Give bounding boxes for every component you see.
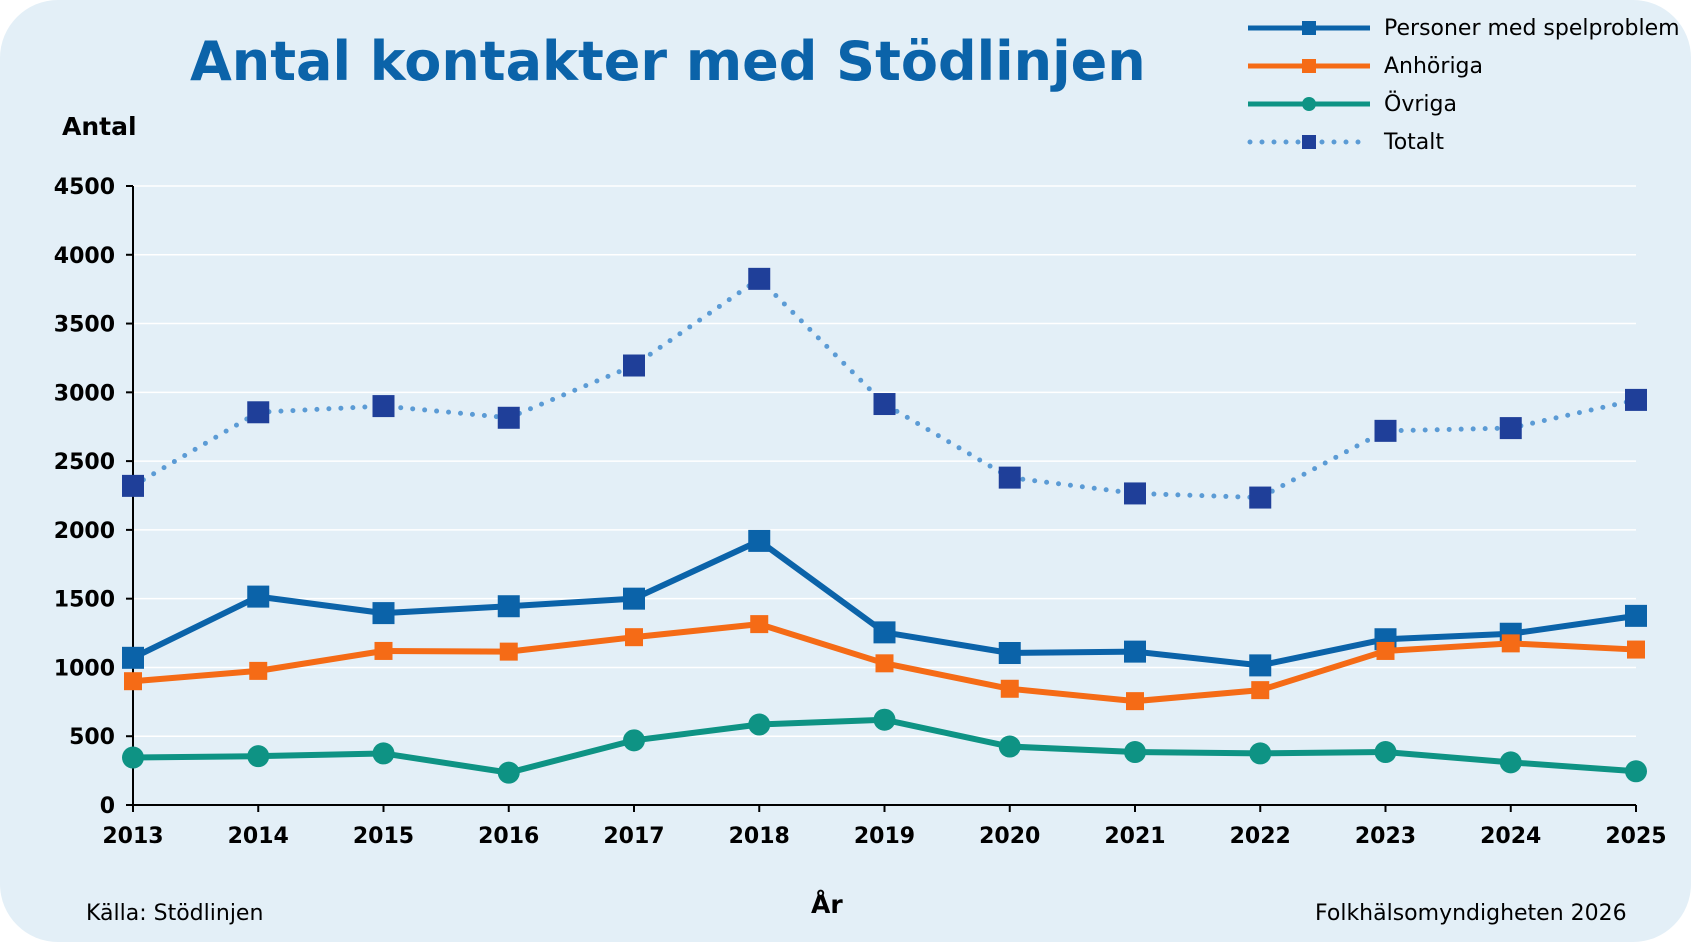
x-tick-label: 2024 [1480,824,1541,849]
data-point [1376,641,1395,660]
y-tick-label: 2500 [54,450,115,475]
y-tick-label: 3500 [54,313,115,338]
data-point [497,761,520,784]
x-tick-label: 2013 [102,824,163,849]
y-tick-label: 1000 [54,656,115,681]
y-tick-label: 4500 [54,175,115,200]
data-point [748,267,771,290]
series-line [130,276,1639,501]
x-tick-label: 2023 [1355,824,1416,849]
gridlines [133,185,1636,737]
data-point [1374,741,1397,764]
data-point [748,713,771,736]
data-point [1124,482,1146,505]
data-point [124,672,142,691]
data-point [249,661,268,680]
data-point [247,585,270,608]
legend-swatch-ovriga [1248,97,1370,111]
tick-labels: 0 500 1000 1500 2000 2500 3000 3500 4000 4500 2013… [54,175,1667,849]
series-anhöriga [124,615,1645,711]
data-point [122,474,144,497]
data-point [247,401,270,424]
data-point [1625,388,1647,411]
legend-item-personer: Personer med spelproblem [1244,11,1680,45]
data-point [1627,640,1645,659]
source-note: Källa: Stödlinjen [86,901,264,926]
series-totalt [122,267,1647,509]
data-point [1249,742,1272,765]
data-point [122,746,144,769]
series-övriga [122,708,1647,784]
legend-swatch-anhoriga [1248,59,1370,73]
legend-label-totalt: Totalt [1384,129,1445,155]
data-point [875,654,894,673]
x-tick-label: 2025 [1605,824,1666,849]
data-point [372,602,395,625]
legend-item-totalt: Totalt [1244,125,1444,159]
data-point [750,615,769,634]
y-tick-label: 500 [69,725,115,750]
data-point [998,642,1021,665]
data-point [122,646,144,669]
legend-label-ovriga: Övriga [1384,91,1457,117]
data-point [1124,640,1146,663]
data-point [1499,751,1522,774]
x-tick-label: 2017 [603,824,664,849]
data-point [1499,417,1522,440]
x-tick-label: 2019 [854,824,915,849]
data-point [247,745,270,768]
data-point [748,529,771,552]
legend-item-ovriga: Övriga [1244,87,1457,121]
legend-swatch-totalt [1247,135,1373,149]
legend-swatch-personer [1248,21,1370,35]
data-point [873,708,896,731]
x-tick-label: 2022 [1230,824,1291,849]
chart-title: Antal kontakter med Stödlinjen [190,30,1146,93]
data-point [1251,681,1270,700]
x-tick-label: 2021 [1104,824,1165,849]
data-point [1124,741,1146,764]
data-point [499,642,518,661]
data-point [625,628,643,647]
credit-note: Folkhälsomyndigheten 2026 [1315,901,1627,926]
data-point [623,729,645,752]
data-point [623,587,645,610]
data-point [1625,604,1647,627]
data-point [998,735,1021,758]
legend-item-anhoriga: Anhöriga [1244,49,1483,83]
y-tick-label: 2000 [54,519,115,544]
data-point [1625,760,1647,783]
data-point [374,641,393,660]
x-tick-label: 2020 [979,824,1040,849]
x-tick-label: 2016 [478,824,539,849]
data-point [623,354,645,377]
data-point [1249,654,1272,677]
y-axis-title: Antal [62,112,137,141]
data-point [372,742,395,765]
y-tick-label: 1500 [54,588,115,613]
legend-label-anhoriga: Anhöriga [1384,53,1483,79]
data-point [1000,679,1019,698]
series-lines [122,267,1647,784]
data-point [1501,634,1520,653]
y-tick-label: 3000 [54,381,115,406]
y-tick-label: 0 [100,794,115,819]
x-tick-label: 2018 [729,824,790,849]
data-point [873,621,896,644]
data-point [1126,692,1144,711]
y-tick-label: 4000 [54,244,115,269]
legend-label-personer: Personer med spelproblem [1384,15,1680,41]
data-point [497,595,520,618]
data-point [497,406,520,429]
data-point [873,393,896,416]
x-axis-title: År [811,890,843,919]
data-point [998,466,1021,489]
x-tick-label: 2014 [228,824,289,849]
data-point [1249,486,1272,509]
data-point [372,395,395,418]
x-tick-label: 2015 [353,824,414,849]
data-point [1374,419,1397,442]
